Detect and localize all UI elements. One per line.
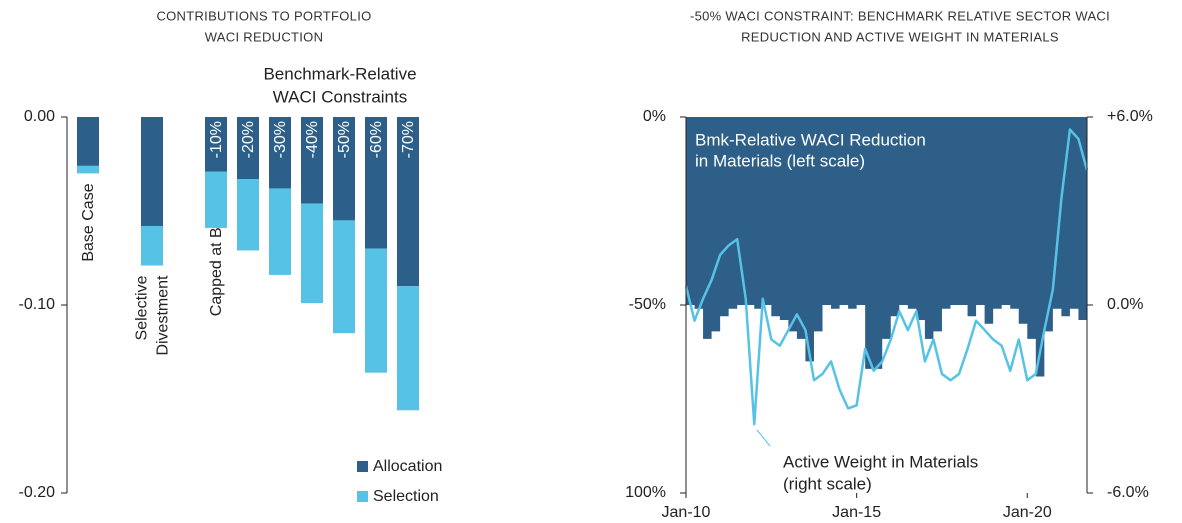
y2-tick-label: 0.0% [1107, 296, 1143, 313]
y-tick-label: -0.10 [19, 296, 56, 313]
bar-segment [301, 203, 323, 304]
bar-segment [269, 188, 291, 275]
area-label: in Materials (left scale) [695, 151, 865, 170]
bar-segment [333, 117, 355, 221]
bar-segment [77, 165, 99, 174]
annotation: WACI Constraints [273, 87, 407, 106]
bar-segment [205, 171, 227, 228]
legend-swatch [357, 461, 368, 472]
legend-label: Selection [373, 488, 439, 505]
y-tick-label: -0.20 [19, 484, 56, 501]
annotation: Benchmark-Relative [263, 64, 416, 83]
line-label: Active Weight in Materials [783, 452, 978, 471]
category-label: -20% [240, 121, 257, 158]
bar-segment [141, 226, 163, 266]
bar-segment [397, 117, 419, 287]
chart-title: REDUCTION AND ACTIVE WEIGHT IN MATERIALS [741, 29, 1059, 44]
line-label: (right scale) [783, 474, 872, 493]
bar-segment [205, 117, 227, 172]
x-tick-label: Jan-15 [832, 504, 881, 521]
y-tick-label: 0.00 [24, 108, 55, 125]
legend-label: Allocation [373, 458, 442, 475]
category-label: Capped at Bmk [208, 205, 225, 316]
bar-segment [333, 220, 355, 334]
chart-title: CONTRIBUTIONS TO PORTFOLIO [156, 8, 371, 23]
line [684, 128, 1089, 426]
chart-title: WACI REDUCTION [205, 29, 324, 44]
y2-tick-label: -6.0% [1107, 484, 1149, 501]
chart-title: -50% WACI CONSTRAINT: BENCHMARK RELATIVE… [690, 8, 1110, 23]
bar-segment [237, 179, 259, 251]
pointer [756, 429, 771, 447]
x-tick-label: Jan-10 [662, 504, 711, 521]
category-label: Base Case [80, 183, 97, 261]
category-label: -10% [208, 121, 225, 158]
y2-tick-label: +6.0% [1107, 108, 1153, 125]
bar-segment [77, 117, 99, 166]
x-tick-label: Jan-20 [1003, 504, 1052, 521]
bar-segment [141, 117, 163, 227]
area-label: Bmk-Relative WACI Reduction [695, 130, 926, 149]
y-tick-label: -50% [629, 296, 666, 313]
bar-segment [397, 286, 419, 411]
bar-segment [301, 117, 323, 204]
category-label: Divestment [155, 275, 172, 356]
legend-swatch [357, 491, 368, 502]
category-label: Selective [134, 275, 151, 340]
bar-segment [269, 117, 291, 189]
category-label: -60% [368, 121, 385, 158]
bar-segment [365, 117, 387, 249]
bar-segment [237, 117, 259, 180]
bar-segment [365, 248, 387, 373]
y-tick-label: 0% [643, 108, 666, 125]
area [686, 117, 1087, 377]
category-label: -40% [304, 121, 321, 158]
category-label: -30% [272, 121, 289, 158]
category-label: -70% [400, 121, 417, 158]
category-label: -50% [336, 121, 353, 158]
y-tick-label: 100% [625, 484, 666, 501]
